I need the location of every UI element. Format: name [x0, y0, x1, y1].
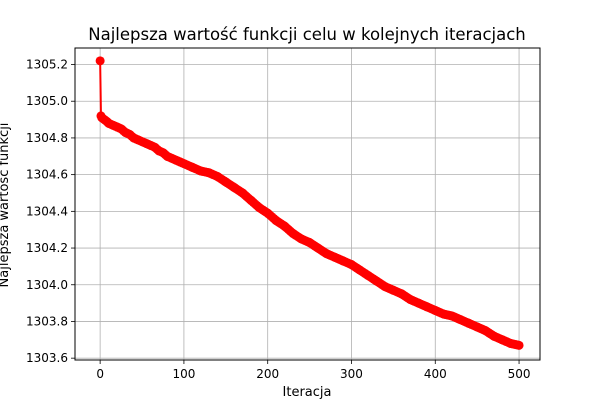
y-tick-label: 1304.6 [26, 168, 68, 182]
x-tick-label: 400 [424, 367, 447, 381]
y-tick-label: 1305.2 [26, 58, 68, 72]
y-tick-label: 1303.6 [26, 351, 68, 365]
x-tick-label: 100 [172, 367, 195, 381]
y-tick-label: 1303.8 [26, 314, 68, 328]
x-tick-label: 300 [340, 367, 363, 381]
x-tick-label: 200 [256, 367, 279, 381]
y-axis-label: Najlepsza wartość funkcji [0, 123, 12, 288]
data-series [95, 56, 524, 350]
x-tick-label: 500 [508, 367, 531, 381]
x-axis-ticks: 0 100 200 300 400 500 [96, 360, 531, 381]
chart-title: Najlepsza wartość funkcji celu w kolejny… [88, 25, 526, 44]
y-tick-label: 1304.8 [26, 131, 68, 145]
data-point [514, 340, 524, 350]
y-tick-label: 1304.0 [26, 278, 68, 292]
data-point [95, 56, 105, 66]
y-tick-label: 1305.0 [26, 94, 68, 108]
y-tick-label: 1304.4 [26, 204, 68, 218]
plot-area-frame [74, 47, 541, 361]
grid-lines [75, 48, 540, 360]
y-axis-ticks: 1303.6 1303.8 1304.0 1304.2 1304.4 1304.6 1304… [26, 58, 75, 365]
x-tick-label: 0 [96, 367, 104, 381]
x-axis-label: Iteracja [283, 385, 332, 400]
y-tick-label: 1304.2 [26, 241, 68, 255]
